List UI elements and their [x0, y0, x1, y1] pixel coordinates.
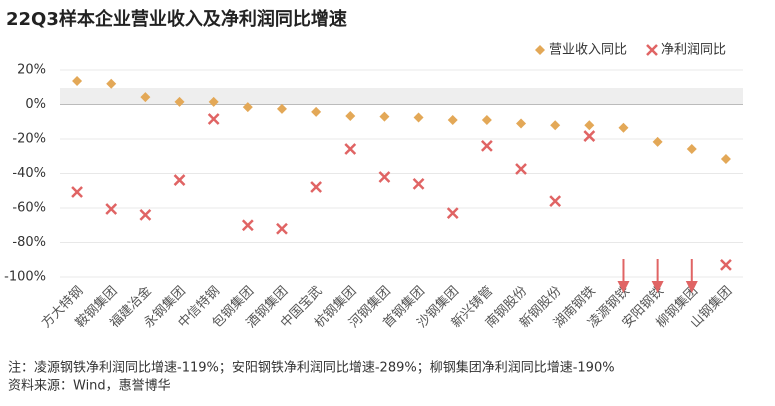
- plot-shade: [60, 88, 743, 105]
- x-point: [71, 186, 83, 198]
- legend-label: 净利润同比: [661, 43, 726, 58]
- diamond-point: [618, 122, 629, 133]
- x-point: [276, 222, 288, 235]
- diamond-point: [242, 102, 253, 113]
- source: 资料来源：Wind，惠誉博华: [8, 379, 171, 394]
- diamond-point: [208, 96, 219, 107]
- diamond-point: [686, 144, 697, 155]
- diamond-point: [276, 103, 287, 114]
- x-point: [480, 140, 493, 152]
- diamond-point: [652, 136, 663, 147]
- x-point: [446, 207, 459, 220]
- y-tick-label: -40%: [12, 166, 46, 181]
- x-point: [378, 171, 391, 183]
- off-scale-arrow: [617, 259, 630, 293]
- diamond-point: [413, 112, 424, 123]
- diamond-point: [72, 76, 83, 87]
- x-point: [173, 174, 186, 186]
- y-tick-label: 0%: [25, 97, 46, 112]
- x-point: [344, 143, 357, 155]
- off-scale-arrow: [685, 259, 698, 293]
- x-point: [720, 259, 732, 271]
- diamond-point: [550, 120, 561, 131]
- y-tick-label: -20%: [12, 132, 46, 147]
- y-tick-label: -60%: [12, 201, 46, 216]
- x-point: [241, 219, 254, 232]
- diamond-point: [481, 115, 492, 126]
- diamond-point: [516, 118, 527, 129]
- y-tick-label: 20%: [17, 63, 46, 78]
- diamond-point: [720, 154, 731, 165]
- y-tick-label: -80%: [12, 235, 46, 250]
- diamond-point: [140, 92, 151, 103]
- x-point: [412, 177, 425, 190]
- x-point: [549, 195, 562, 207]
- diamond-point: [106, 78, 117, 89]
- legend-marker: [535, 45, 545, 55]
- x-point: [515, 163, 527, 175]
- x-point: [139, 209, 152, 221]
- y-tick-label: -100%: [4, 270, 46, 285]
- chart-title: 22Q3样本企业营业收入及净利润同比增速: [6, 8, 347, 30]
- legend-label: 营业收入同比: [549, 43, 627, 58]
- diamond-point: [379, 111, 390, 122]
- x-point: [310, 181, 323, 193]
- diamond-point: [345, 111, 356, 122]
- diamond-point: [174, 96, 185, 107]
- diamond-point: [311, 106, 322, 117]
- diamond-point: [584, 120, 595, 131]
- x-point: [583, 130, 596, 142]
- x-point: [207, 113, 220, 125]
- legend-marker: [646, 44, 658, 56]
- diamond-point: [447, 115, 458, 126]
- off-scale-arrow: [651, 259, 664, 293]
- x-point: [105, 203, 118, 215]
- note: 注：凌源钢铁净利润同比增速-119%；安阳钢铁净利润同比增速-289%；柳钢集团…: [8, 360, 615, 376]
